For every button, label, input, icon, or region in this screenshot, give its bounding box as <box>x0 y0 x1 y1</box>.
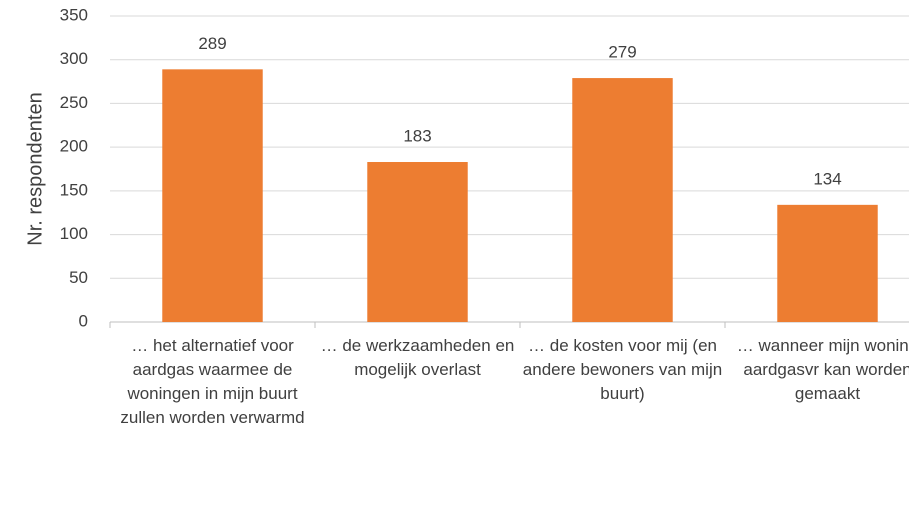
x-tick-label: … de werkzaamheden en mogelijk overlast <box>320 336 515 379</box>
data-label: 134 <box>813 169 841 188</box>
x-tick-label-box: … het alternatief voor aardgas waarmee d… <box>120 336 305 427</box>
y-tick-label: 300 <box>60 49 88 68</box>
bar <box>162 69 263 323</box>
bar <box>572 78 673 323</box>
x-tick-label: … wanneer mijn woning aardgasvr kan word… <box>736 336 909 403</box>
y-tick-label: 250 <box>60 93 88 112</box>
bar <box>777 204 878 322</box>
x-tick-label-box: … wanneer mijn woning aardgasvr kan word… <box>736 336 909 403</box>
y-tick-label: 0 <box>79 311 88 330</box>
x-tick-label-box: … de werkzaamheden en mogelijk overlast <box>320 336 515 379</box>
y-tick-label: 350 <box>60 5 88 24</box>
data-label: 289 <box>198 34 226 53</box>
data-label: 279 <box>608 43 636 62</box>
y-tick-label: 100 <box>60 224 88 243</box>
y-tick-label: 200 <box>60 137 88 156</box>
bar <box>367 162 468 322</box>
x-tick-label: … de kosten voor mij (en andere bewoners… <box>522 336 723 403</box>
x-tick-label: … het alternatief voor aardgas waarmee d… <box>120 336 305 427</box>
y-tick-label: 50 <box>69 268 88 287</box>
y-axis-label: Nr. respondenten <box>24 92 46 245</box>
y-tick-label: 150 <box>60 180 88 199</box>
x-tick-label-box: … de kosten voor mij (en andere bewoners… <box>522 336 723 403</box>
data-label: 183 <box>403 126 431 145</box>
